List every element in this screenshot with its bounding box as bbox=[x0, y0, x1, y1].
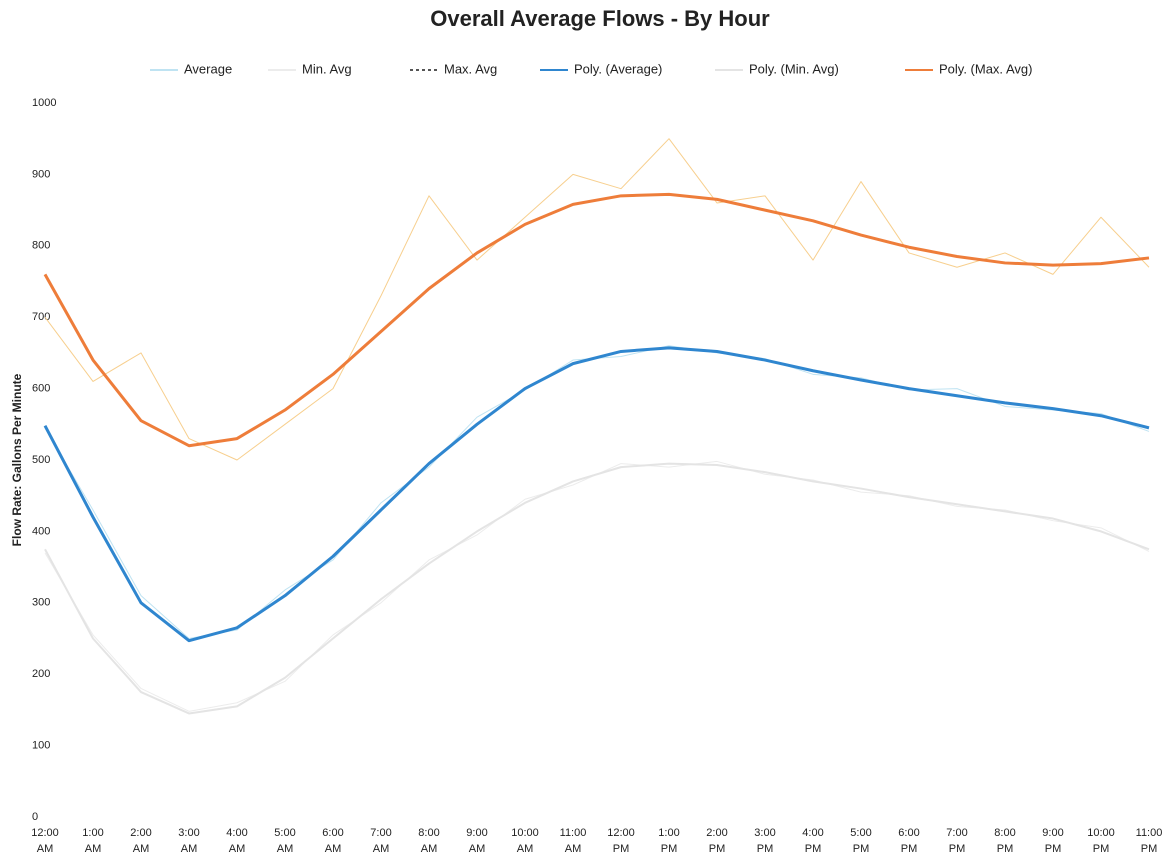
x-tick-label: AM bbox=[421, 843, 438, 855]
x-tick-label: 7:00 bbox=[946, 827, 967, 839]
x-tick-label: AM bbox=[565, 843, 582, 855]
x-tick-label: 4:00 bbox=[802, 827, 823, 839]
x-tick-label: 3:00 bbox=[754, 827, 775, 839]
x-tick-label: AM bbox=[517, 843, 534, 855]
x-tick-label: AM bbox=[277, 843, 294, 855]
x-tick-label: AM bbox=[85, 843, 102, 855]
x-tick-label: 8:00 bbox=[994, 827, 1015, 839]
y-tick-label: 900 bbox=[32, 168, 50, 180]
chart-title: Overall Average Flows - By Hour bbox=[430, 6, 770, 31]
series-line bbox=[44, 138, 1150, 461]
x-tick-label: PM bbox=[1141, 843, 1158, 855]
x-tick-label: 4:00 bbox=[226, 827, 247, 839]
x-tick-label: 11:00 bbox=[1136, 827, 1163, 839]
x-tick-label: 1:00 bbox=[658, 827, 679, 839]
x-tick-label: 6:00 bbox=[898, 827, 919, 839]
x-tick-label: PM bbox=[949, 843, 966, 855]
y-tick-label: 300 bbox=[32, 597, 50, 609]
x-tick-label: AM bbox=[37, 843, 54, 855]
x-tick-label: AM bbox=[229, 843, 246, 855]
series-line bbox=[43, 346, 1150, 643]
y-tick-label: 200 bbox=[32, 668, 50, 680]
x-tick-label: 11:00 bbox=[560, 827, 587, 839]
legend-label: Poly. (Average) bbox=[574, 61, 662, 76]
x-tick-label: AM bbox=[469, 843, 486, 855]
x-tick-label: 9:00 bbox=[466, 827, 487, 839]
x-tick-label: 10:00 bbox=[511, 827, 539, 839]
x-tick-label: 6:00 bbox=[322, 827, 343, 839]
x-tick-label: 10:00 bbox=[1087, 827, 1115, 839]
x-tick-label: 9:00 bbox=[1042, 827, 1063, 839]
x-tick-label: PM bbox=[661, 843, 678, 855]
x-tick-label: PM bbox=[709, 843, 726, 855]
x-tick-label: 5:00 bbox=[850, 827, 871, 839]
legend-label: Poly. (Max. Avg) bbox=[939, 61, 1032, 76]
y-axis-label: Flow Rate: Gallons Per Minute bbox=[10, 373, 24, 546]
legend-label: Average bbox=[184, 61, 232, 76]
x-tick-label: PM bbox=[997, 843, 1014, 855]
x-tick-label: 5:00 bbox=[274, 827, 295, 839]
y-tick-label: 600 bbox=[32, 383, 50, 395]
legend-label: Poly. (Min. Avg) bbox=[749, 61, 839, 76]
x-tick-label: AM bbox=[181, 843, 198, 855]
x-tick-label: PM bbox=[901, 843, 918, 855]
y-tick-label: 400 bbox=[32, 525, 50, 537]
x-tick-label: PM bbox=[853, 843, 870, 855]
x-tick-label: AM bbox=[373, 843, 390, 855]
x-tick-label: 3:00 bbox=[178, 827, 199, 839]
y-tick-label: 800 bbox=[32, 240, 50, 252]
x-tick-label: 12:00 bbox=[607, 827, 635, 839]
series-line bbox=[44, 462, 1150, 715]
y-tick-label: 500 bbox=[32, 454, 50, 466]
x-tick-label: PM bbox=[757, 843, 774, 855]
legend-label: Max. Avg bbox=[444, 61, 497, 76]
y-tick-label: 0 bbox=[32, 811, 38, 823]
x-tick-label: PM bbox=[805, 843, 822, 855]
x-tick-label: 1:00 bbox=[82, 827, 103, 839]
legend-label: Min. Avg bbox=[302, 61, 352, 76]
x-tick-label: 2:00 bbox=[706, 827, 727, 839]
x-tick-label: PM bbox=[1045, 843, 1062, 855]
x-tick-label: PM bbox=[1093, 843, 1110, 855]
x-tick-label: AM bbox=[325, 843, 342, 855]
y-tick-label: 100 bbox=[32, 740, 50, 752]
series-line bbox=[44, 345, 1150, 639]
y-tick-label: 1000 bbox=[32, 97, 56, 109]
y-tick-label: 700 bbox=[32, 311, 50, 323]
x-tick-label: AM bbox=[133, 843, 150, 855]
series-line bbox=[43, 192, 1150, 448]
series-line bbox=[44, 460, 1150, 712]
x-tick-label: 2:00 bbox=[130, 827, 151, 839]
x-tick-label: 8:00 bbox=[418, 827, 439, 839]
x-tick-label: 12:00 bbox=[31, 827, 59, 839]
x-tick-label: 7:00 bbox=[370, 827, 391, 839]
x-tick-label: PM bbox=[613, 843, 630, 855]
